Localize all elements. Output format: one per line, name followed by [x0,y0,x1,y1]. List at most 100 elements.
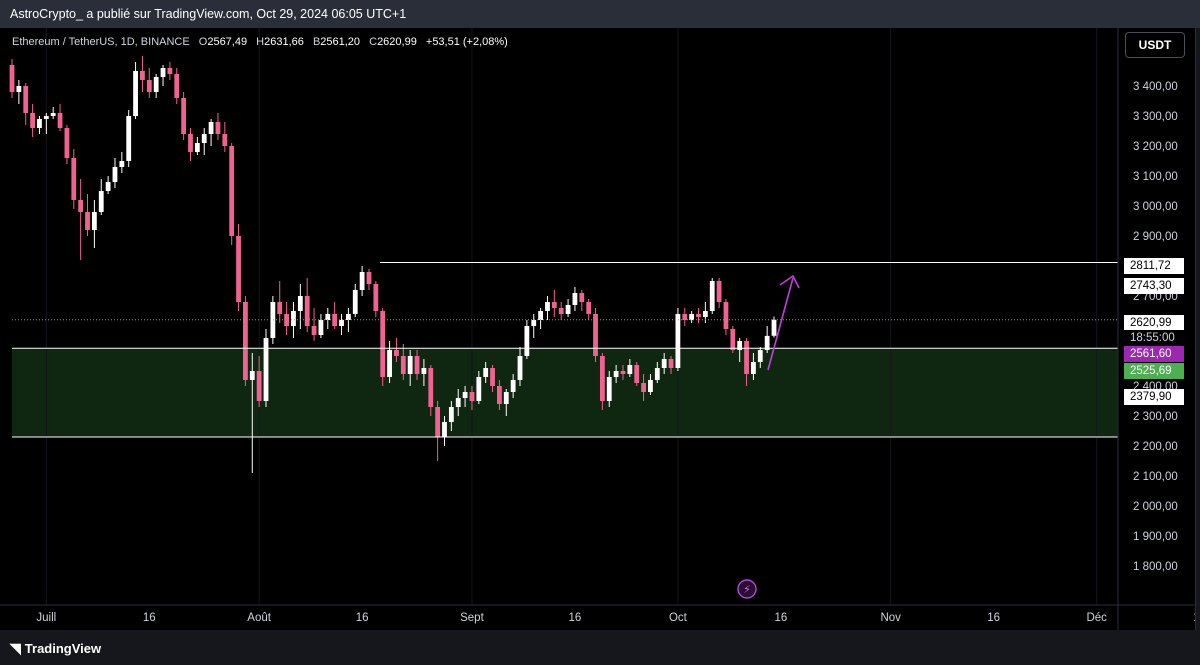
candle-body [455,398,461,407]
candle-body [751,362,756,374]
candle-body [215,122,221,134]
candle-body [277,302,283,314]
candle-body [394,350,399,356]
chart-area[interactable] [0,28,1196,630]
candle-body [201,134,207,143]
price-tag-resistance: 2811,72 [1124,258,1184,274]
candle-body [593,314,598,356]
tradingview-logo-icon: ◥ [10,640,21,656]
x-tick-label: 16 [1193,612,1195,624]
candle-body [249,371,255,380]
tradingview-logo[interactable]: ◥ TradingView [10,640,101,657]
y-tick-label: 3 100,00 [1133,171,1178,183]
candle-body [160,68,166,77]
candle-body [428,368,434,407]
candle-body [105,182,111,191]
candle-body [400,356,406,374]
y-tick-label: 2 300,00 [1133,411,1178,423]
open-value: 2567,49 [207,36,248,48]
candle-body [270,302,276,338]
candle-body [558,308,564,314]
price-tag-day-open: 2561,60 [1124,346,1184,362]
footer: ◥ TradingView [0,630,1200,665]
y-tick-label: 1 900,00 [1133,531,1178,543]
candle-body [85,212,90,230]
candle-body [696,314,701,317]
x-tick-label: Nov [880,612,901,624]
y-tick-label: 2 900,00 [1133,231,1178,243]
candle-body [78,200,84,212]
candle-body [98,191,104,212]
candle-body [91,212,97,230]
low-label: B [312,36,321,48]
post-header: AstroCrypto_ a publié sur TradingView.co… [0,0,1200,28]
candle-body [345,314,351,320]
candle-body [476,377,482,401]
lightning-icon [737,579,757,599]
candle-body [613,371,619,377]
candle-body [64,128,70,158]
candle-body [174,74,180,98]
y-tick-label: 2 100,00 [1133,471,1178,483]
candle-body [648,380,653,392]
candle-body [620,371,626,374]
candle-body [229,146,235,236]
candle-body [236,236,241,302]
high-label: H [256,36,265,48]
candle-body [112,167,118,182]
candle-body [50,113,56,116]
candle-body [497,386,502,404]
y-tick-label: 2 200,00 [1133,441,1178,453]
candle-body [579,293,585,302]
candle-body [716,281,722,302]
candle-body [682,314,688,320]
candle-body [565,305,571,314]
candle-body [744,341,749,374]
candle-body [332,314,338,326]
y-tick-label: 3 200,00 [1133,141,1178,153]
currency-button[interactable]: USDT [1125,32,1185,58]
candle-body [297,296,303,311]
candle-body [359,272,365,290]
candle-body [654,368,660,380]
price-tag-last: 2620,99 [1124,315,1184,331]
candle-body [146,80,152,92]
candle-body [572,293,578,305]
candle-body [57,113,63,128]
x-tick-label: Oct [669,612,688,624]
candle-body [373,284,379,311]
candle-body [462,392,468,398]
close-label: C [369,36,378,48]
y-tick-label: 3 000,00 [1133,201,1178,213]
candle-body [510,380,516,392]
candle-body [318,320,324,335]
candle-body [140,71,145,80]
candle-body [339,320,344,326]
low-value: 2561,20 [320,36,361,48]
candle-body [181,98,187,134]
candle-body [503,392,509,404]
candle-body [675,314,681,368]
candle-body [208,122,214,134]
candle-body [325,314,331,320]
x-tick-label: 16 [356,612,369,624]
price-tag-countdown: 18:55:00 [1124,330,1184,346]
candle-body [421,368,427,374]
candle-body [153,77,159,92]
candle-body [366,272,372,284]
projection-arrow [767,277,794,371]
candle-body [222,134,228,146]
candle-body [709,281,715,311]
candle-body [71,158,77,200]
candle-body [16,86,22,92]
candle-body [256,371,262,401]
candle-body [689,314,695,320]
candle-body [30,113,35,128]
candle-body [194,143,200,152]
candle-body [435,407,441,437]
price-chart[interactable]: ⚡ 3 400,00 3 300,00 3 200,00 3 100,00 3 000,… [0,28,1195,630]
candle-body [407,356,413,374]
candle-body [126,116,132,161]
x-tick-label: Août [247,612,271,624]
candle-body [661,359,667,368]
